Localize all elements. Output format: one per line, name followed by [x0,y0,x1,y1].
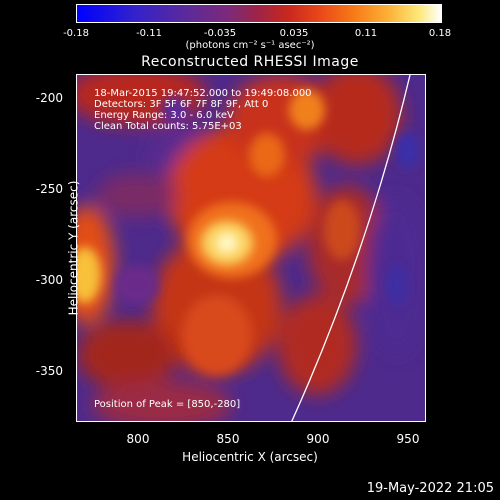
colorbar-tick: -0.035 [203,28,237,39]
x-tick: 900 [306,432,330,446]
y-tick: -250 [35,182,63,196]
time-range-label: 18-Mar-2015 19:47:52.000 to 19:49:08.000 [94,88,312,99]
x-tick: 950 [396,432,420,446]
detectors-label: Detectors: 3F 5F 6F 7F 8F 9F, Att 0 [94,99,269,110]
colorbar-units: (photons cm⁻² s⁻¹ asec⁻²) [185,40,315,51]
peak-position-label: Position of Peak = [850,-280] [94,399,241,410]
y-tick: -200 [35,91,63,105]
x-tick: 800 [126,432,150,446]
rhessi-image: 18-Mar-2015 19:47:52.000 to 19:49:08.000… [76,74,426,422]
y-tick: -300 [35,273,63,287]
image-title: Reconstructed RHESSI Image [141,54,359,70]
x-axis-label: Heliocentric X (arcsec) [182,450,318,464]
colorbar-tick: 0.18 [428,28,452,39]
y-axis-label: Heliocentric Y (arcsec) [66,180,81,316]
solar-limb [291,75,411,421]
energy-range-label: Energy Range: 3.0 - 6.0 keV [94,110,234,121]
colorbar-tick: -0.11 [136,28,162,39]
rhessi-map [77,75,425,421]
colorbar [76,4,442,23]
x-tick: 850 [216,432,240,446]
y-tick: -350 [35,364,63,378]
method-counts-label: Clean Total counts: 5.75E+03 [94,121,242,132]
colorbar-tick: 0.035 [279,28,309,39]
colorbar-tick: -0.18 [63,28,89,39]
plot-date: 19-May-2022 21:05 [366,481,494,496]
colorbar-tick: 0.11 [354,28,378,39]
